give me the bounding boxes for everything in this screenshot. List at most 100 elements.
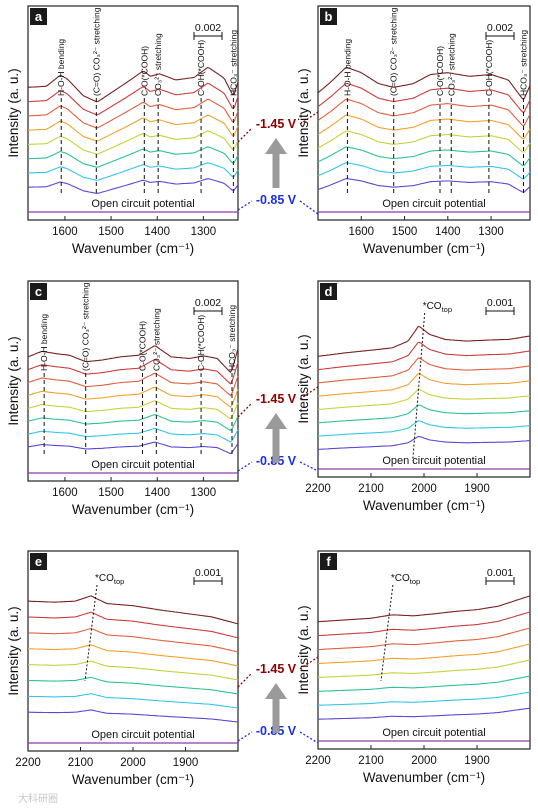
x-tick-label: 1300 <box>478 226 504 238</box>
spectrum-line <box>317 659 531 678</box>
spectrum-line <box>317 643 531 665</box>
panel-b: b Intensity (a. u.) 1600 1500 1400 1300 Wavenu… <box>296 5 531 256</box>
peak-label: (C=O) CO₃²⁻ stretching <box>91 7 101 96</box>
voltage-high-label: -1.45 V <box>256 392 297 406</box>
peak-marker <box>380 584 394 682</box>
panel-e: e Intensity (a. u.) 2200 2100 2000 1900 Wavenu… <box>6 550 239 787</box>
scale-bar-label: 0.002 <box>487 22 513 34</box>
spectrum-line <box>27 359 239 385</box>
panel-tag: b <box>325 9 333 24</box>
x-axis-label: Wavenumber (cm⁻¹) <box>363 770 485 785</box>
panel-tag: d <box>325 284 333 299</box>
y-axis-label: Intensity (a. u.) <box>6 68 21 157</box>
spectrum-line <box>317 435 531 450</box>
peak-label: C-OH(*COOH) <box>484 40 494 96</box>
spectrum-line <box>317 611 531 637</box>
peak-label: (C=O) CO₃²⁻ stretching <box>81 282 91 371</box>
spectrum-line <box>317 675 531 692</box>
peak-label: *COtop <box>423 301 452 314</box>
peak-label: CO₃²⁻ stretching <box>153 33 163 96</box>
scale-bar-label: 0.001 <box>195 567 221 579</box>
y-axis-label: Intensity (a. u.) <box>6 606 21 695</box>
spectrum-line <box>27 386 239 408</box>
spectrum-line <box>317 357 531 384</box>
voltage-indicator-1: -1.45 V -0.85 V <box>237 111 319 215</box>
peak-label-main: *CO <box>423 301 442 312</box>
x-tick-label: 1900 <box>464 755 490 767</box>
spectrum-line <box>317 373 531 397</box>
peak-label: *COtop <box>95 573 124 586</box>
spectrum-line <box>317 404 531 424</box>
potential-arrow-head <box>265 138 287 154</box>
voltage-low-connector-right <box>299 461 319 472</box>
voltage-low-connector-right <box>299 200 319 215</box>
spectrum-line <box>317 82 531 113</box>
spectrum-line <box>27 146 239 168</box>
spectrum-line <box>28 627 239 653</box>
x-tick-label: 2000 <box>120 757 146 769</box>
x-axis-label: Wavenumber (cm⁻¹) <box>363 498 485 513</box>
spectrum-line <box>27 82 239 116</box>
y-axis-label: Intensity (a. u.) <box>296 334 311 423</box>
x-axis-label: Wavenumber (cm⁻¹) <box>363 241 485 256</box>
peak-label: CO₃²⁻ stretching <box>446 33 456 96</box>
spectrum-line <box>27 644 239 667</box>
x-tick-label: 2000 <box>411 483 437 495</box>
voltage-low-label: -0.85 V <box>256 193 297 207</box>
panel-d: d Intensity (a. u.) 2200 2100 2000 1900 Wavenu… <box>296 280 531 513</box>
potential-arrow-shaft <box>272 154 280 188</box>
spectrum-line <box>317 114 531 140</box>
peak-label: C-O(*COOH) <box>139 46 149 96</box>
peak-label: H-O-H bending <box>56 39 66 96</box>
spectrum-line <box>27 427 239 443</box>
spectrum-line <box>27 372 239 397</box>
peak-label-sub: top <box>442 305 452 314</box>
x-tick-label: 2100 <box>358 755 384 767</box>
spectrum-line <box>317 388 531 411</box>
x-tick-label: 1900 <box>173 757 199 769</box>
voltage-low-connector-left <box>237 731 253 742</box>
panel-tag: c <box>35 284 42 299</box>
x-tick-label: 2200 <box>15 757 41 769</box>
voltage-high-label: -1.45 V <box>256 117 297 131</box>
spectrum-line <box>317 66 531 100</box>
spectrum-line <box>28 676 239 695</box>
peak-marker <box>84 584 98 682</box>
x-axis-label: Wavenumber (cm⁻¹) <box>72 502 194 517</box>
potential-arrow-head <box>265 683 287 699</box>
spectrum-line <box>317 627 531 651</box>
voltage-high-label: -1.45 V <box>256 662 297 676</box>
spectrum-line <box>27 595 239 625</box>
spectrum-line <box>28 709 239 723</box>
spectrum-line <box>28 178 239 194</box>
x-tick-label: 2200 <box>305 755 331 767</box>
x-tick-label: 1600 <box>52 226 78 238</box>
spectrum-line <box>317 420 531 437</box>
peak-label: HCO₃⁻ stretching <box>228 30 238 96</box>
spectrum-line <box>28 114 239 142</box>
voltage-low-connector-right <box>299 731 319 744</box>
spectrum-line <box>317 595 531 623</box>
spectrum-line <box>27 345 239 374</box>
spectrum-line <box>27 693 239 709</box>
x-tick-label: 1400 <box>435 226 461 238</box>
x-tick-label: 1900 <box>464 483 490 495</box>
x-tick-label: 1400 <box>144 487 170 499</box>
spectrum-line <box>317 325 531 357</box>
voltage-high-connector-left <box>237 127 253 143</box>
panel-a: a Intensity (a. u.) 1600 1500 1400 1300 Wavenu… <box>6 5 239 256</box>
x-tick-label: 2100 <box>68 757 94 769</box>
spectrum-line <box>317 691 531 706</box>
voltage-low-connector-left <box>237 461 253 472</box>
plot-frame <box>27 280 239 482</box>
spectrum-line <box>27 660 239 681</box>
panel-tag: a <box>35 9 43 24</box>
ocp-label: Open circuit potential <box>382 455 485 467</box>
y-axis-label: Intensity (a. u.) <box>296 605 311 694</box>
voltage-indicator-3: -1.45 V-0.85 V <box>237 656 319 744</box>
spectrum-line <box>317 98 531 126</box>
x-tick-label: 1600 <box>52 487 78 499</box>
spectrum-line <box>317 130 531 153</box>
ocp-label: Open circuit potential <box>382 198 485 210</box>
x-tick-label: 2200 <box>305 483 331 495</box>
